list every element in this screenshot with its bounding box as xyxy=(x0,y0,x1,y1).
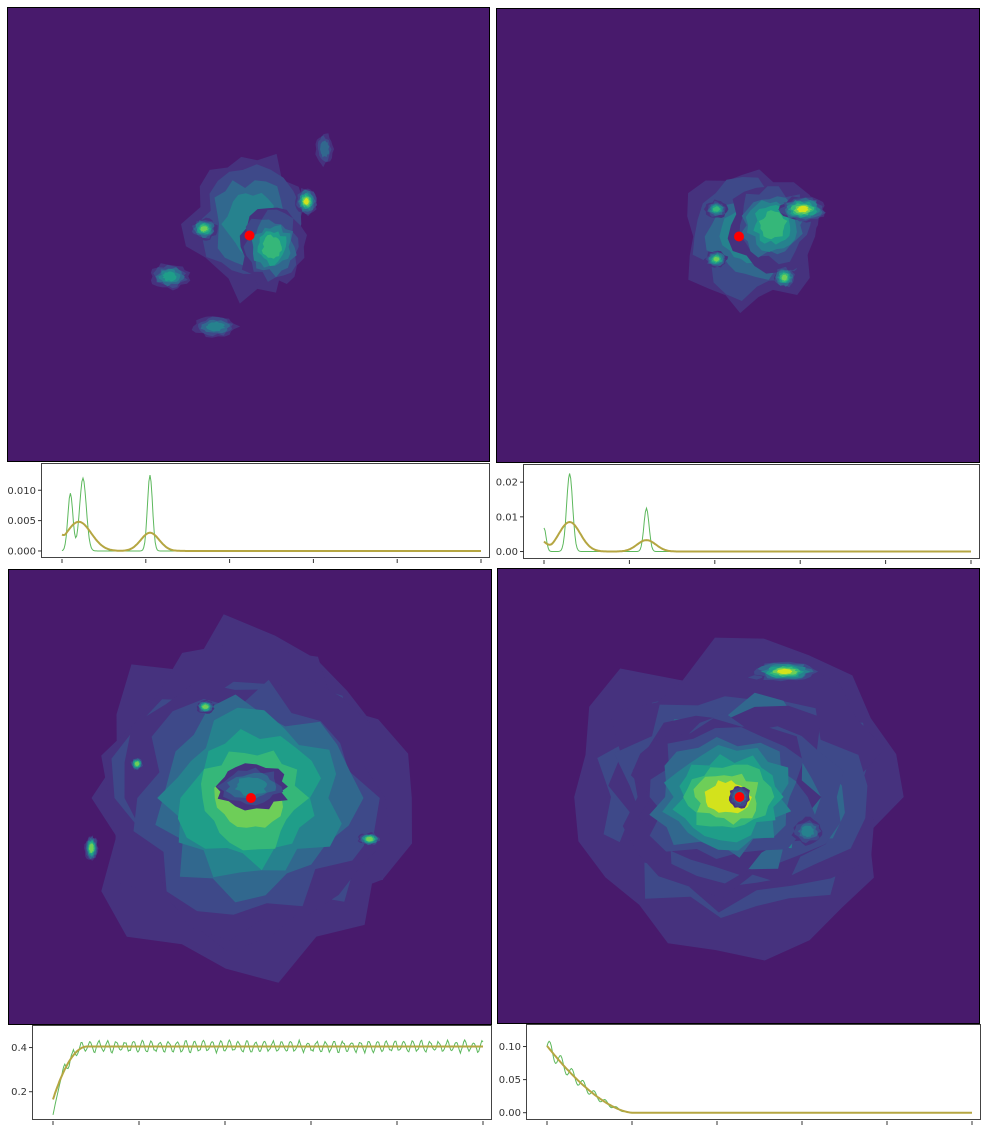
contour-level-4-blob-5 xyxy=(205,321,226,332)
raw-series-line xyxy=(61,475,481,552)
contour-level-7-blob-5 xyxy=(89,843,94,853)
y-tick-label: 0.00 xyxy=(496,547,518,558)
smooth-series-line xyxy=(61,520,481,552)
contour-level-6-blob-5 xyxy=(713,206,720,212)
contour-level-7-blob-4 xyxy=(713,256,720,262)
y-tick-label: 0.00 xyxy=(499,1108,521,1119)
profile-plot-top-left: 0.000 0.005 0.010 xyxy=(7,463,490,563)
raw-series-line xyxy=(52,1038,484,1116)
raw-series-line xyxy=(543,473,971,552)
center-marker xyxy=(244,230,255,241)
profile-plot-bottom-left: 0.2 0.4 xyxy=(11,1025,492,1125)
contour-level-5-blob-4 xyxy=(162,271,177,282)
y-tick-label: 0.05 xyxy=(499,1075,521,1086)
center-marker xyxy=(734,231,744,242)
contour-svg-bottom-right xyxy=(498,569,979,1023)
center-marker xyxy=(734,792,745,802)
contour-level-4-blob-3 xyxy=(234,777,268,797)
contour-plot-bottom-right xyxy=(497,568,980,1024)
contour-svg-top-right xyxy=(497,9,979,462)
y-tick-label: 0.01 xyxy=(496,512,518,523)
contour-plot-top-left xyxy=(7,7,490,462)
contour-level-3-blob-6 xyxy=(320,140,330,158)
smooth-series-line xyxy=(543,520,971,553)
contour-plot-top-right xyxy=(496,8,980,463)
y-tick-label: 0.2 xyxy=(11,1087,27,1098)
y-tick-label: 0.000 xyxy=(7,546,36,557)
y-tick-label: 0.010 xyxy=(7,486,36,497)
smooth-series-line xyxy=(546,1045,972,1114)
y-tick-label: 0.4 xyxy=(11,1043,27,1054)
y-tick-label: 0.10 xyxy=(499,1042,521,1053)
profile-plot-bottom-right: 0.00 0.05 0.10 xyxy=(499,1024,981,1125)
raw-series-line xyxy=(546,1040,972,1114)
contour-level-7-blob-3 xyxy=(781,274,788,281)
center-marker xyxy=(246,793,256,803)
smooth-series-line xyxy=(52,1045,483,1100)
y-tick-label: 0.005 xyxy=(7,516,36,527)
contour-level-8-blob-6 xyxy=(776,668,793,675)
contour-level-6-blob-1 xyxy=(261,234,282,259)
contour-svg-bottom-left xyxy=(9,570,491,1024)
contour-level-7-blob-4 xyxy=(366,836,374,842)
contour-level-7-blob-6 xyxy=(201,704,209,709)
contour-level-7-blob-7 xyxy=(134,761,140,766)
profile-plot-top-right: 0.00 0.01 0.02 xyxy=(496,464,980,564)
contour-level-8-blob-2 xyxy=(796,205,809,213)
profile-svg-bottom-left: 0.2 0.4 xyxy=(11,1038,484,1125)
y-tick-label: 0.02 xyxy=(496,478,518,489)
contour-svg-top-left xyxy=(8,8,489,461)
contour-level-6-blob-1 xyxy=(758,210,788,240)
contour-level-8-blob-2 xyxy=(303,198,309,205)
profile-svg-top-left: 0.000 0.005 0.010 xyxy=(7,475,482,563)
profile-svg-bottom-right: 0.00 0.05 0.10 xyxy=(499,1040,973,1125)
contour-level-7-blob-3 xyxy=(200,226,208,232)
profile-svg-top-right: 0.00 0.01 0.02 xyxy=(496,473,972,564)
contour-plot-bottom-left xyxy=(8,569,492,1025)
contour-level-4-blob-5 xyxy=(801,825,814,838)
